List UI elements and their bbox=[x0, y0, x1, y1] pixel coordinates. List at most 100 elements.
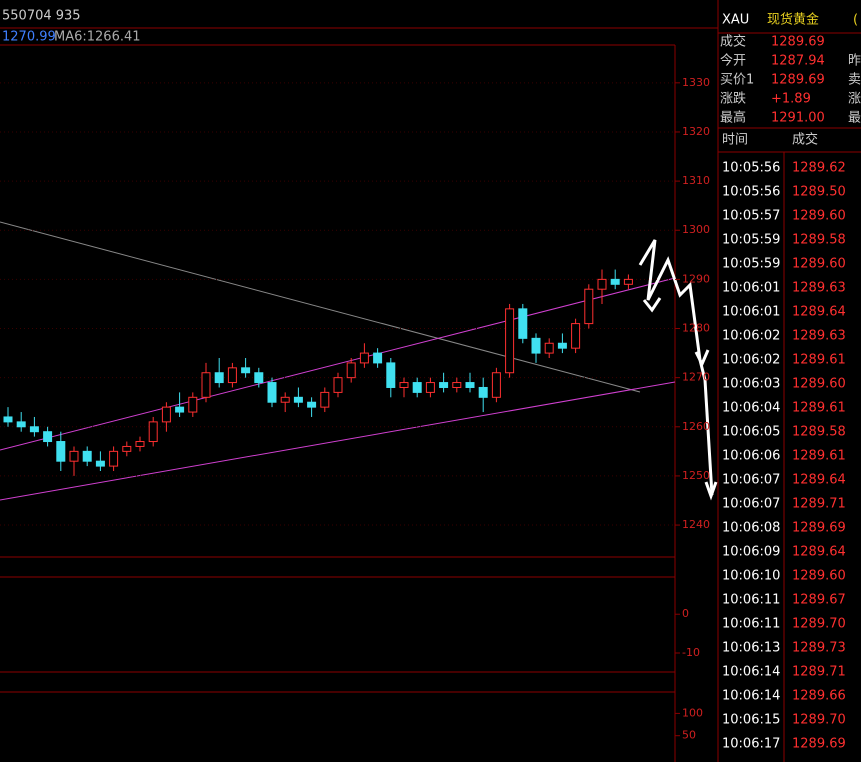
trade-price: 1289.62 bbox=[792, 161, 846, 176]
candle-body bbox=[584, 288, 594, 325]
candle-body bbox=[597, 278, 607, 290]
trade-price: 1289.71 bbox=[792, 665, 846, 680]
candle-body bbox=[16, 421, 26, 428]
quote-label: 成交 bbox=[720, 34, 746, 50]
trade-price: 1289.60 bbox=[792, 209, 846, 224]
trade-price: 1289.71 bbox=[792, 497, 846, 512]
trade-time: 10:05:57 bbox=[722, 209, 780, 224]
candle-body bbox=[161, 406, 171, 423]
y-tick-label: 1260 bbox=[682, 420, 710, 433]
candle-body bbox=[3, 416, 13, 423]
trade-time: 10:06:11 bbox=[722, 617, 780, 632]
trade-time: 10:06:11 bbox=[722, 593, 780, 608]
trade-price: 1289.70 bbox=[792, 713, 846, 728]
trade-price: 1289.63 bbox=[792, 329, 846, 344]
y-tick-label: -10 bbox=[682, 646, 700, 659]
symbol-name: 现货黄金 bbox=[767, 12, 819, 28]
y-tick-label: 1280 bbox=[682, 322, 710, 335]
candle-body bbox=[544, 342, 554, 354]
quote-label: 涨跌 bbox=[720, 91, 746, 107]
trade-price: 1289.69 bbox=[792, 737, 846, 752]
table-header: 成交 bbox=[792, 132, 818, 148]
quote-label: 买价1 bbox=[720, 73, 754, 88]
y-tick-label: 100 bbox=[682, 706, 703, 719]
trade-time: 10:05:59 bbox=[722, 233, 780, 248]
candle-body bbox=[188, 396, 198, 413]
quote-value: 1291.00 bbox=[771, 111, 825, 126]
table-header: 时间 bbox=[722, 133, 748, 148]
y-tick-label: 1240 bbox=[682, 518, 710, 531]
candle-body bbox=[293, 396, 303, 403]
trade-time: 10:06:08 bbox=[722, 521, 780, 536]
quote-label: 今开 bbox=[720, 53, 746, 69]
trade-price: 1289.64 bbox=[792, 545, 846, 560]
symbol-extra: ( bbox=[853, 13, 858, 28]
trade-time: 10:06:07 bbox=[722, 473, 780, 488]
ma-label: 1270.99 bbox=[2, 30, 56, 45]
candle-body bbox=[214, 372, 224, 384]
trade-price: 1289.61 bbox=[792, 449, 846, 464]
trade-price: 1289.73 bbox=[792, 641, 846, 656]
trade-price: 1289.60 bbox=[792, 257, 846, 272]
trade-time: 10:05:56 bbox=[722, 161, 780, 176]
trade-time: 10:06:02 bbox=[722, 353, 780, 368]
quote-label: 最高 bbox=[720, 110, 746, 126]
trade-time: 10:05:59 bbox=[722, 257, 780, 272]
arrows bbox=[638, 239, 718, 501]
candle-body bbox=[122, 445, 132, 452]
trade-price: 1289.58 bbox=[792, 233, 846, 248]
candle-body bbox=[241, 367, 251, 374]
quote-value: 1287.94 bbox=[771, 54, 825, 69]
candle-body bbox=[280, 396, 290, 403]
candle-body bbox=[399, 382, 409, 388]
trade-price: 1289.70 bbox=[792, 617, 846, 632]
quote-value: 1289.69 bbox=[771, 73, 825, 88]
trade-time: 10:06:09 bbox=[722, 545, 780, 560]
candle-body bbox=[412, 382, 422, 393]
trade-time: 10:06:10 bbox=[722, 569, 780, 584]
trade-time: 10:06:03 bbox=[722, 377, 780, 392]
candle-body bbox=[610, 278, 620, 285]
quote-value: 1289.69 bbox=[771, 35, 825, 50]
candle-body bbox=[320, 391, 330, 408]
trade-price: 1289.61 bbox=[792, 401, 846, 416]
y-tick-label: 1270 bbox=[682, 371, 710, 384]
trade-time: 10:06:01 bbox=[722, 281, 780, 296]
y-tick-label: 1330 bbox=[682, 76, 710, 89]
trade-price: 1289.60 bbox=[792, 377, 846, 392]
quote-label: 涨 bbox=[848, 92, 861, 107]
candle-body bbox=[571, 323, 581, 349]
candle-body bbox=[135, 441, 145, 447]
trade-time: 10:06:14 bbox=[722, 689, 780, 704]
trade-time: 10:06:07 bbox=[722, 497, 780, 512]
trade-price: 1289.63 bbox=[792, 281, 846, 296]
candle-body bbox=[452, 382, 462, 388]
candle-body bbox=[175, 406, 185, 413]
trade-time: 10:06:13 bbox=[722, 641, 780, 656]
candle-body bbox=[518, 308, 528, 339]
trade-time: 10:06:15 bbox=[722, 713, 780, 728]
candle-body bbox=[43, 431, 53, 443]
drawn-lines bbox=[0, 221, 676, 501]
trade-price: 1289.64 bbox=[792, 473, 846, 488]
candle-body bbox=[109, 450, 119, 467]
quote-label: 昨 bbox=[848, 54, 861, 69]
candle-body bbox=[254, 372, 264, 384]
quote-label: 最 bbox=[848, 111, 861, 126]
candle-body bbox=[69, 450, 79, 462]
quote-value: +1.89 bbox=[771, 92, 811, 107]
candle-body bbox=[439, 382, 449, 388]
trade-price: 1289.61 bbox=[792, 353, 846, 368]
candle-body bbox=[386, 362, 396, 388]
candle-body bbox=[491, 372, 501, 398]
trade-price: 1289.64 bbox=[792, 305, 846, 320]
candle-body bbox=[478, 386, 488, 398]
candle-body bbox=[531, 337, 541, 354]
y-tick-label: 1300 bbox=[682, 223, 710, 236]
y-tick-label: 0 bbox=[682, 607, 689, 620]
trade-price: 1289.66 bbox=[792, 689, 846, 704]
trade-time: 10:06:06 bbox=[722, 449, 780, 464]
trade-time: 10:06:17 bbox=[722, 737, 780, 752]
